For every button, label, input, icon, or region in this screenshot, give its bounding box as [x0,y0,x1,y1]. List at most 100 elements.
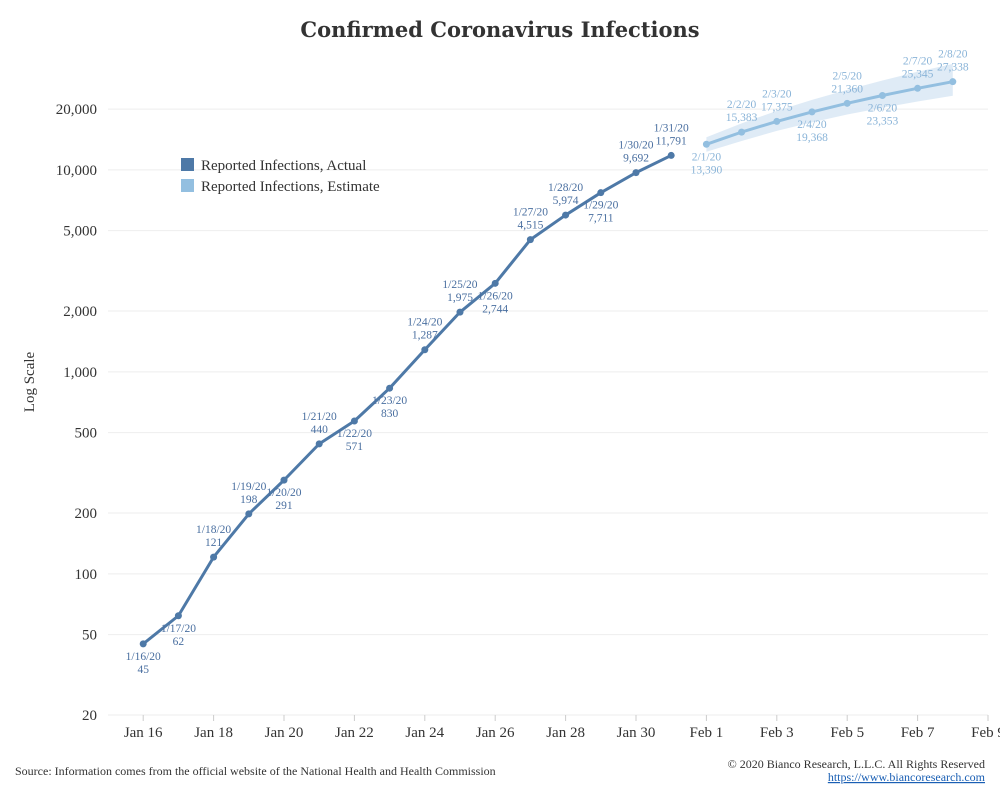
y-tick-label-6: 2,000 [63,304,97,320]
date-label-actual-12: 1/28/20 [548,182,583,194]
point-actual-3 [245,510,253,518]
date-label-estimate-4: 2/5/20 [833,70,863,82]
chart-title: Confirmed Coronavirus Infections [300,17,699,42]
value-label-estimate-1: 15,383 [726,112,758,124]
date-label-actual-7: 1/23/20 [372,395,407,407]
y-axis: 20 50 100 200 500 1,000 2,000 5,000 10,000 20,000 [56,102,97,724]
value-label-estimate-3: 19,368 [796,132,828,144]
series-line-actual [142,154,672,646]
legend-label-actual: Reported Infections, Actual [201,158,366,174]
date-label-estimate-5: 2/6/20 [868,102,898,114]
date-label-estimate-2: 2/3/20 [762,88,792,100]
y-tick-label-1: 50 [82,628,97,644]
x-tick-label-5: Jan 26 [476,725,515,741]
x-tick-label-2: Jan 20 [265,725,304,741]
point-actual-10 [491,279,499,287]
date-label-actual-10: 1/26/20 [478,290,513,302]
point-actual-15 [667,151,675,159]
value-label-estimate-4: 21,360 [831,83,863,95]
value-label-actual-4: 291 [275,500,293,512]
y-tick-label-9: 20,000 [56,102,97,118]
x-tick-label-8: Feb 1 [690,725,724,741]
value-label-estimate-5: 23,353 [867,115,899,127]
date-label-actual-8: 1/24/20 [407,317,442,329]
legend-label-estimate: Reported Infections, Estimate [201,179,380,195]
series-layer [139,78,957,648]
point-actual-11 [526,236,534,244]
point-estimate-4 [843,99,851,107]
point-actual-13 [597,189,605,197]
date-label-actual-11: 1/27/20 [513,207,548,219]
value-label-estimate-6: 25,345 [902,68,934,80]
date-label-actual-1: 1/17/20 [161,623,196,635]
y-tick-label-5: 1,000 [63,365,97,381]
x-tick-label-10: Feb 5 [830,725,864,741]
x-tick-label-7: Jan 30 [617,725,656,741]
point-estimate-6 [914,84,922,92]
y-tick-label-4: 500 [75,426,98,442]
date-label-actual-13: 1/29/20 [583,200,618,212]
point-actual-1 [174,612,182,620]
point-estimate-5 [878,91,886,99]
point-actual-5 [315,440,323,448]
value-label-estimate-7: 27,338 [937,62,969,74]
value-label-actual-5: 440 [311,424,329,436]
date-label-estimate-3: 2/4/20 [797,119,827,131]
date-label-actual-9: 1/25/20 [442,279,477,291]
point-estimate-7 [949,78,957,86]
point-actual-7 [386,384,394,392]
point-actual-12 [562,211,570,219]
y-tick-label-3: 200 [75,506,98,522]
point-actual-2 [210,553,218,561]
value-label-actual-8: 1,287 [412,330,438,342]
x-axis: Jan 16 Jan 18 Jan 20 Jan 22 Jan 24 Jan 26 Jan … [124,715,1000,741]
point-actual-6 [350,417,358,425]
value-label-actual-3: 198 [240,494,258,506]
date-label-actual-4: 1/20/20 [266,487,301,499]
y-tick-label-7: 5,000 [63,224,97,240]
legend-swatch-estimate [181,179,194,192]
y-tick-label-2: 100 [75,567,98,583]
legend: Reported Infections, Actual Reported Inf… [181,158,380,195]
value-label-actual-15: 11,791 [656,135,687,147]
point-estimate-3 [808,108,816,116]
x-tick-label-3: Jan 22 [335,725,374,741]
grid-layer [108,108,988,716]
value-label-estimate-0: 13,390 [691,164,723,176]
value-label-actual-1: 62 [173,636,185,648]
point-actual-9 [456,308,464,316]
point-actual-0 [139,640,147,648]
value-label-actual-9: 1,975 [447,292,473,304]
copyright-note: © 2020 Bianco Research, L.L.C. All Right… [728,757,985,771]
x-tick-label-6: Jan 28 [546,725,585,741]
point-estimate-2 [773,117,781,125]
value-label-estimate-2: 17,375 [761,101,793,113]
date-label-actual-15: 1/31/20 [654,122,689,134]
date-label-actual-0: 1/16/20 [126,651,161,663]
value-label-actual-7: 830 [381,408,399,420]
value-label-actual-10: 2,744 [482,303,508,315]
point-actual-4 [280,476,288,484]
value-label-actual-2: 121 [205,537,223,549]
y-tick-label-8: 10,000 [56,163,97,179]
x-tick-label-12: Feb 9 [971,725,1000,741]
source-note: Source: Information comes from the offic… [15,764,496,778]
x-tick-label-4: Jan 24 [405,725,444,741]
x-tick-label-1: Jan 18 [194,725,233,741]
point-estimate-0 [702,140,710,148]
x-tick-label-0: Jan 16 [124,725,163,741]
date-label-actual-5: 1/21/20 [302,411,337,423]
value-label-actual-6: 571 [346,441,364,453]
date-label-actual-2: 1/18/20 [196,524,231,536]
point-actual-8 [421,346,429,354]
value-label-actual-12: 5,974 [553,195,579,207]
website-link[interactable]: https://www.biancoresearch.com [828,770,986,784]
series-line-estimate [705,80,954,146]
value-label-actual-11: 4,515 [517,220,543,232]
value-label-actual-0: 45 [137,664,149,676]
x-tick-label-11: Feb 7 [901,725,935,741]
y-axis-label: Log Scale [22,351,38,412]
value-label-actual-14: 9,692 [623,153,649,165]
